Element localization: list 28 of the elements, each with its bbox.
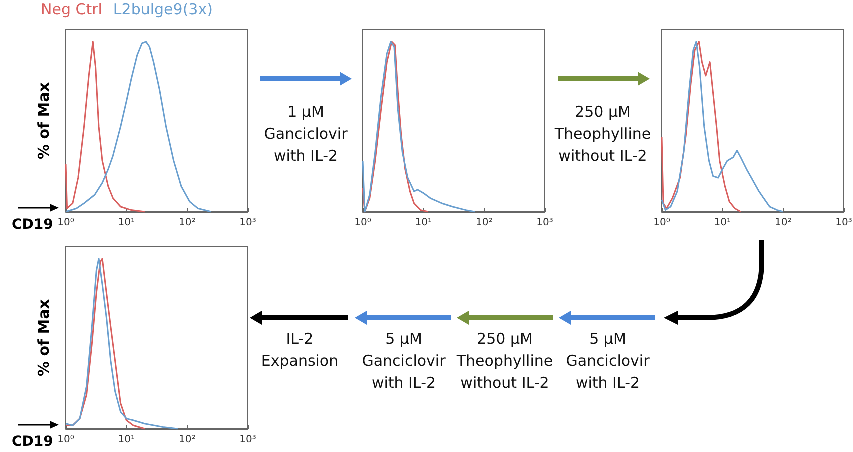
text: L2bulge9(3x) bbox=[113, 0, 213, 18]
text: 250 µM Theophylline without IL-2 bbox=[554, 102, 652, 167]
x-axis-title: CD19 bbox=[12, 217, 54, 233]
x-tick-label: 10³ bbox=[836, 218, 852, 228]
x-tick-label: 10³ bbox=[536, 218, 554, 228]
x-tick-label: 10³ bbox=[240, 218, 256, 228]
x-tick-label: 10¹ bbox=[118, 434, 136, 446]
x-tick-label: 10² bbox=[178, 434, 196, 446]
text: 250 µM Theophylline without IL-2 bbox=[456, 329, 554, 394]
x-tick-label: 10¹ bbox=[714, 218, 732, 228]
x-tick-label: 10² bbox=[774, 218, 792, 228]
text: 5 µM Ganciclovir with IL-2 bbox=[566, 329, 650, 394]
text: IL-2 Expansion bbox=[261, 329, 339, 372]
x-axis-title: CD19 bbox=[12, 434, 54, 450]
text: 1 µM Ganciclovir with IL-2 bbox=[264, 102, 348, 167]
x-tick-label: 10³ bbox=[240, 434, 256, 446]
y-axis-title: % of Max bbox=[35, 299, 53, 377]
x-tick-label: 10¹ bbox=[415, 218, 432, 228]
x-tick-label: 10⁰ bbox=[58, 434, 74, 446]
x-tick-label: 10² bbox=[476, 218, 493, 228]
x-tick-label: 10² bbox=[178, 218, 196, 228]
x-tick-label: 10⁰ bbox=[58, 218, 74, 228]
series-label: Neg Ctrl bbox=[41, 0, 102, 18]
x-tick-label: 10¹ bbox=[118, 218, 136, 228]
x-tick-label: 10⁰ bbox=[354, 218, 372, 228]
text: 5 µM Ganciclovir with IL-2 bbox=[362, 329, 446, 394]
y-axis-title: % of Max bbox=[35, 82, 53, 160]
x-tick-label: 10⁰ bbox=[654, 218, 670, 228]
